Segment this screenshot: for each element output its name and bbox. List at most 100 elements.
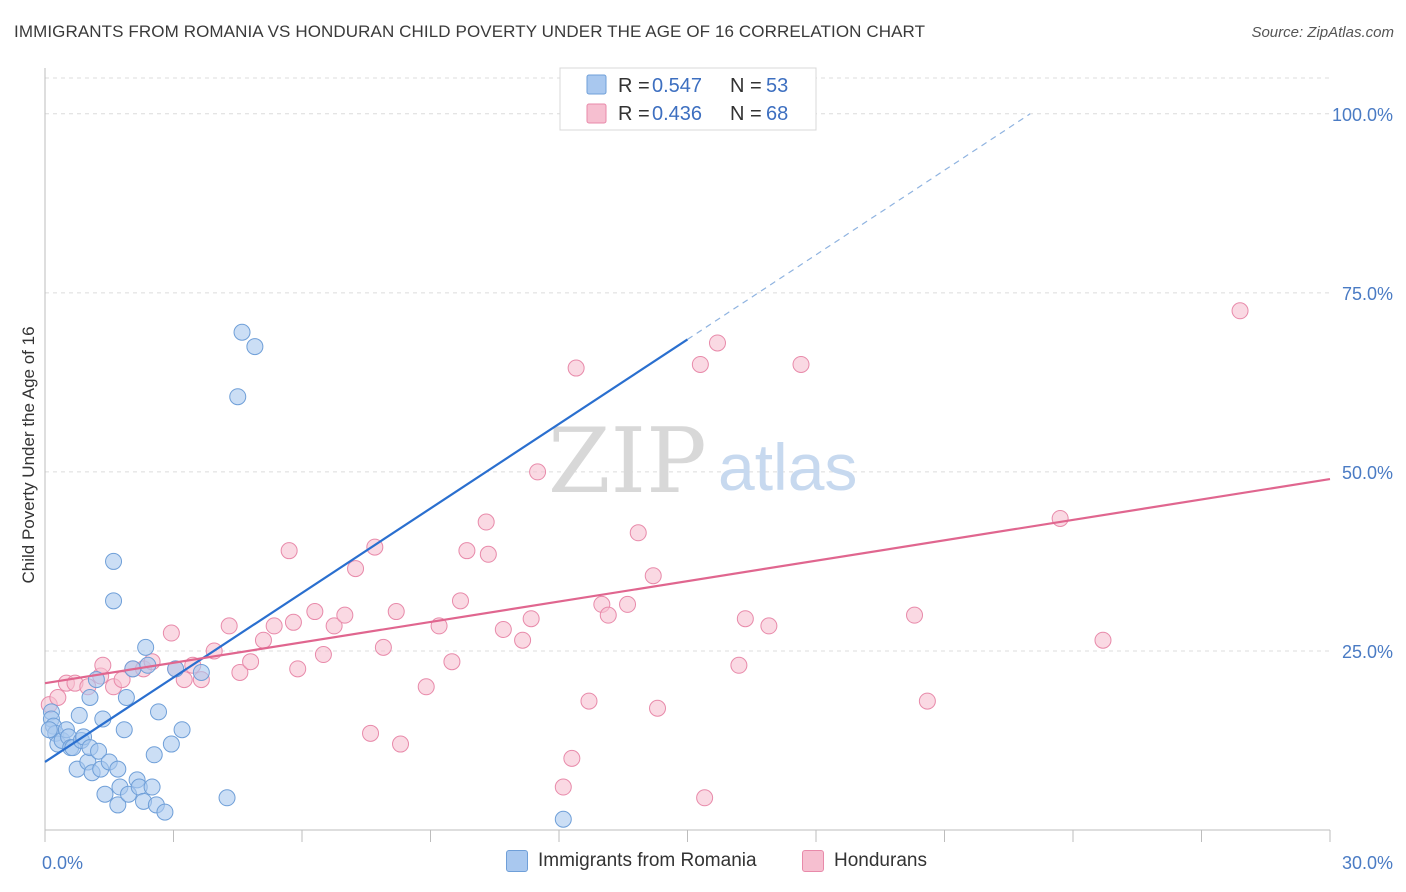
hondurans-point xyxy=(265,617,283,635)
romania-trend-line xyxy=(44,338,689,763)
y-axis-label: Child Poverty Under the Age of 16 xyxy=(19,326,38,583)
legend-r-label-hondurans: R = xyxy=(618,103,650,125)
hondurans-point xyxy=(254,631,272,649)
hondurans-point xyxy=(325,617,343,635)
romania-point xyxy=(192,663,210,681)
romania-point xyxy=(246,338,264,356)
romania-point xyxy=(150,703,168,721)
grid-lines xyxy=(45,77,1330,652)
hondurans-point xyxy=(1094,631,1112,649)
hondurans-point xyxy=(708,334,726,352)
romania-point xyxy=(173,721,191,739)
y-tick-label: 25.0% xyxy=(1342,642,1393,662)
hondurans-points xyxy=(40,302,1249,807)
romania-point xyxy=(115,721,133,739)
romania-point xyxy=(40,721,58,739)
hondurans-point xyxy=(599,606,617,624)
romania-point xyxy=(90,742,108,760)
hondurans-point xyxy=(1231,302,1249,320)
watermark-zip: ZIP xyxy=(548,409,707,514)
hondurans-point xyxy=(162,624,180,642)
romania-point xyxy=(156,803,174,821)
hondurans-point xyxy=(242,653,260,671)
romania-trend-extension xyxy=(687,113,1031,340)
hondurans-point xyxy=(362,724,380,742)
stats-legend: R = 0.547 N = 53 R = 0.436 N = 68 xyxy=(559,67,817,131)
hondurans-point xyxy=(374,638,392,656)
hondurans-point xyxy=(220,617,238,635)
hondurans-point xyxy=(567,359,585,377)
hondurans-point xyxy=(94,656,112,674)
hondurans-point xyxy=(906,606,924,624)
hondurans-point xyxy=(443,653,461,671)
hondurans-point xyxy=(336,606,354,624)
legend-r-value-romania: 0.547 xyxy=(652,75,702,97)
romania-point xyxy=(143,778,161,796)
romania-point xyxy=(162,735,180,753)
legend-r-label-romania: R = xyxy=(618,75,650,97)
hondurans-point xyxy=(918,692,936,710)
hondurans-trend-line xyxy=(44,477,1331,685)
trend-lines xyxy=(44,113,1331,763)
chart-title: IMMIGRANTS FROM ROMANIA VS HONDURAN CHIL… xyxy=(14,22,926,41)
legend-swatch-romania xyxy=(586,74,607,95)
hondurans-point xyxy=(514,631,532,649)
hondurans-point xyxy=(347,560,365,578)
romania-points xyxy=(40,323,572,828)
hondurans-point xyxy=(580,692,598,710)
hondurans-point xyxy=(619,595,637,613)
legend-n-label-hondurans: N = xyxy=(730,103,762,125)
source-label: Source: ZipAtlas.com xyxy=(1251,24,1394,41)
hondurans-point xyxy=(314,646,332,664)
legend-r-value-hondurans: 0.436 xyxy=(652,103,702,125)
watermark: ZIP atlas xyxy=(548,409,857,514)
y-tick-labels: 25.0% 50.0% 75.0% 100.0% xyxy=(1332,105,1393,662)
hondurans-point xyxy=(231,663,249,681)
romania-point xyxy=(233,323,251,341)
romania-point xyxy=(145,746,163,764)
romania-point xyxy=(117,689,135,707)
hondurans-point xyxy=(644,567,662,585)
hondurans-point xyxy=(792,355,810,373)
hondurans-point xyxy=(554,778,572,796)
hondurans-point xyxy=(730,656,748,674)
watermark-atlas: atlas xyxy=(718,430,857,504)
x-tick-label-min: 0.0% xyxy=(42,853,83,873)
legend-n-label-romania: N = xyxy=(730,75,762,97)
hondurans-point xyxy=(451,592,469,610)
romania-point xyxy=(218,789,236,807)
hondurans-point xyxy=(494,620,512,638)
romania-point xyxy=(109,796,127,814)
hondurans-point xyxy=(1051,509,1069,527)
hondurans-point xyxy=(392,735,410,753)
hondurans-point xyxy=(49,689,67,707)
hondurans-point xyxy=(417,678,435,696)
bottom-legend-swatch-romania xyxy=(506,850,528,872)
x-tick-labels: 0.0% 30.0% xyxy=(42,853,1393,873)
legend-n-value-romania: 53 xyxy=(766,75,788,97)
hondurans-point xyxy=(280,542,298,560)
y-tick-label: 50.0% xyxy=(1342,463,1393,483)
romania-point xyxy=(81,689,99,707)
hondurans-point xyxy=(479,545,497,563)
y-tick-label: 100.0% xyxy=(1332,105,1393,125)
hondurans-point xyxy=(306,603,324,621)
bottom-legend-romania: Immigrants from Romania xyxy=(506,850,757,872)
hondurans-point xyxy=(477,513,495,531)
bottom-legend-swatch-hondurans xyxy=(802,850,824,872)
hondurans-point xyxy=(736,610,754,628)
romania-point xyxy=(109,760,127,778)
hondurans-point xyxy=(458,542,476,560)
hondurans-point xyxy=(563,749,581,767)
romania-point xyxy=(137,638,155,656)
hondurans-point xyxy=(629,524,647,542)
romania-point xyxy=(554,810,572,828)
bottom-legend-label-romania: Immigrants from Romania xyxy=(538,850,757,871)
hondurans-point xyxy=(649,699,667,717)
hondurans-point xyxy=(289,660,307,678)
hondurans-point xyxy=(691,355,709,373)
hondurans-point xyxy=(760,617,778,635)
bottom-legend-hondurans: Hondurans xyxy=(802,850,927,872)
hondurans-point xyxy=(284,613,302,631)
